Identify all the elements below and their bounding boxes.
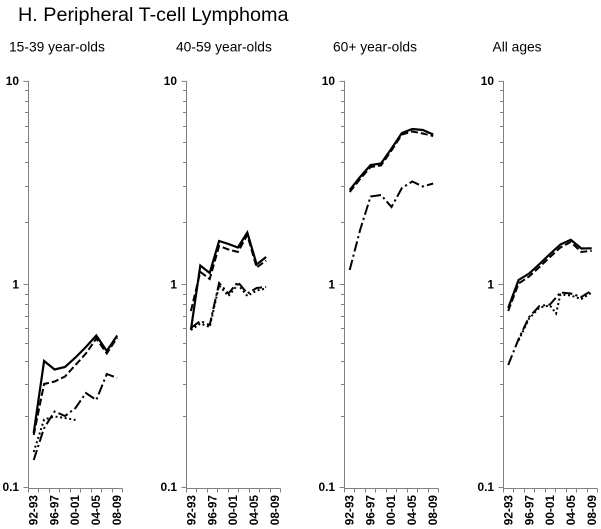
- svg-text:04-05: 04-05: [405, 495, 419, 526]
- svg-text:1: 1: [170, 277, 177, 291]
- svg-text:08-09: 08-09: [426, 495, 440, 526]
- svg-text:1: 1: [487, 277, 494, 291]
- svg-text:00-01: 00-01: [543, 495, 557, 526]
- svg-text:60+ year-olds: 60+ year-olds: [333, 39, 417, 54]
- svg-text:96-97: 96-97: [47, 495, 61, 526]
- svg-text:00-01: 00-01: [68, 495, 82, 526]
- svg-text:00-01: 00-01: [226, 495, 240, 526]
- svg-text:08-09: 08-09: [268, 495, 282, 526]
- svg-text:08-09: 08-09: [110, 495, 124, 526]
- svg-text:10: 10: [6, 74, 20, 88]
- svg-text:1: 1: [12, 277, 19, 291]
- svg-text:00-01: 00-01: [384, 495, 398, 526]
- svg-text:96-97: 96-97: [522, 495, 536, 526]
- svg-text:04-05: 04-05: [89, 495, 103, 526]
- svg-text:0.1: 0.1: [318, 480, 335, 494]
- svg-text:0.1: 0.1: [2, 480, 19, 494]
- svg-text:10: 10: [481, 74, 495, 88]
- svg-text:96-97: 96-97: [363, 495, 377, 526]
- svg-text:04-05: 04-05: [247, 495, 261, 526]
- svg-text:1: 1: [328, 277, 335, 291]
- svg-text:0.1: 0.1: [477, 480, 494, 494]
- svg-text:92-93: 92-93: [342, 495, 356, 526]
- svg-text:H. Peripheral T-cell Lymphoma: H. Peripheral T-cell Lymphoma: [18, 4, 288, 26]
- svg-text:10: 10: [164, 74, 178, 88]
- svg-text:92-93: 92-93: [26, 495, 40, 526]
- svg-text:All ages: All ages: [493, 39, 542, 54]
- svg-text:92-93: 92-93: [501, 495, 515, 526]
- svg-text:40-59 year-olds: 40-59 year-olds: [176, 39, 272, 54]
- svg-text:15-39 year-olds: 15-39 year-olds: [9, 39, 105, 54]
- svg-text:04-05: 04-05: [564, 495, 578, 526]
- svg-text:10: 10: [322, 74, 336, 88]
- svg-text:92-93: 92-93: [184, 495, 198, 526]
- svg-text:08-09: 08-09: [585, 495, 599, 526]
- svg-text:0.1: 0.1: [160, 480, 177, 494]
- svg-text:96-97: 96-97: [205, 495, 219, 526]
